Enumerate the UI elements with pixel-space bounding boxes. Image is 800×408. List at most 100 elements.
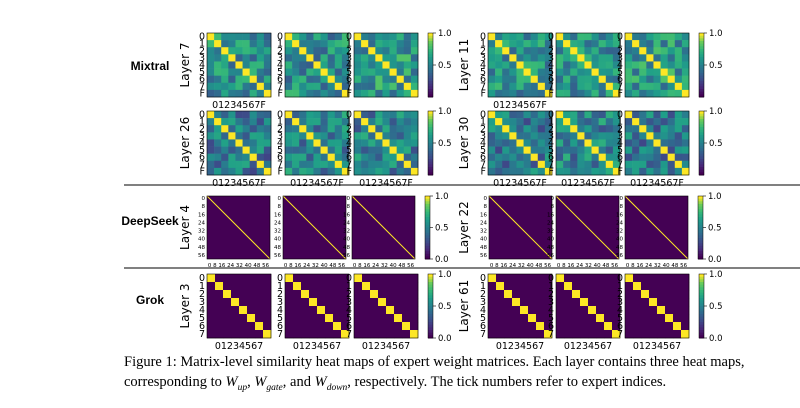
heatmap-cell <box>633 314 642 323</box>
heatmap-cell <box>520 290 529 299</box>
heatmap-cell <box>221 61 229 69</box>
heatmap-cell <box>523 118 531 126</box>
heatmap-cell <box>681 125 690 133</box>
heatmap-cell <box>235 118 243 126</box>
colorbar-swatch <box>425 224 430 228</box>
group-label: Mixtral <box>131 59 170 73</box>
heatmap-cell <box>313 75 321 84</box>
heatmap-cell <box>577 160 585 169</box>
heatmap-cell <box>502 125 510 133</box>
heatmap-cell <box>207 330 216 339</box>
heatmap-cell <box>263 75 272 84</box>
colorbar-swatch <box>699 322 704 326</box>
heatmap-cell <box>299 160 307 169</box>
heatmap-cell <box>646 132 654 140</box>
heatmap-cell <box>646 160 654 169</box>
heatmap-cell <box>386 330 395 339</box>
colorbar-swatch <box>428 169 433 173</box>
y-tick-label: 1 <box>548 39 554 50</box>
heatmap-cell <box>633 306 642 315</box>
heatmap-cell <box>263 330 272 339</box>
heatmap-cell <box>639 160 647 169</box>
heatmap-cell <box>681 298 690 307</box>
heatmap-cell <box>361 89 369 98</box>
heatmap-cell <box>320 118 328 126</box>
heatmap-cell <box>299 139 307 147</box>
heatmap-cell <box>242 125 250 133</box>
heatmap-cell <box>509 89 517 98</box>
heatmap-cell <box>403 153 412 162</box>
y-tick-label: F <box>347 166 352 177</box>
heatmap-cell <box>309 314 318 323</box>
heatmap-cell <box>361 118 369 126</box>
heatmap-cell <box>657 322 666 331</box>
heatmap-cell <box>235 82 243 91</box>
heatmap-cell <box>382 153 390 162</box>
heatmap-cell <box>256 153 265 162</box>
heatmap-cell <box>313 82 321 91</box>
heatmap-cell <box>520 282 529 291</box>
heatmap-cell <box>646 167 654 176</box>
heatmap-cell <box>263 322 272 331</box>
heatmap-cell <box>382 146 390 154</box>
heatmap-cell <box>653 118 661 126</box>
heatmap-cell <box>396 89 405 98</box>
colorbar-swatch <box>428 129 433 133</box>
heatmap-cell <box>570 75 578 84</box>
heatmap-frame <box>624 32 690 98</box>
heatmap-cell <box>320 125 328 133</box>
heatmap-cell <box>660 40 668 48</box>
heatmap-cell <box>509 111 517 119</box>
colorbar-swatch <box>425 227 430 231</box>
heatmap-cell <box>596 314 605 323</box>
heatmap-frame <box>282 195 347 260</box>
y-tick-label: 5 <box>346 313 352 324</box>
heatmap-cell <box>341 118 350 126</box>
heatmap-cell <box>674 89 683 98</box>
colorbar-swatch <box>699 43 704 47</box>
heatmap-cell <box>255 282 264 291</box>
heatmap-cell <box>403 160 412 169</box>
heatmap-cell <box>361 54 369 62</box>
heatmap-cell <box>625 89 633 98</box>
colorbar-swatch <box>428 282 433 286</box>
heatmap-cell <box>632 132 640 140</box>
heatmap-cell <box>247 282 256 291</box>
heatmap-cell <box>673 330 682 339</box>
heatmap-cell <box>394 298 403 307</box>
colorbar: 1.00.5 <box>698 107 723 176</box>
colorbar-swatch <box>699 78 704 82</box>
heatmap-cell <box>528 298 537 307</box>
colorbar-swatch <box>699 292 704 296</box>
heatmap-cell <box>306 160 314 169</box>
colorbar-swatch <box>428 274 433 278</box>
heatmap-cell <box>396 153 405 162</box>
heatmap-cell <box>544 160 553 169</box>
heatmap-frame <box>351 195 416 260</box>
heatmap-cell <box>681 322 690 331</box>
heatmap-cell <box>641 330 650 339</box>
heatmap-cell <box>242 75 250 84</box>
heatmap-cell <box>681 330 690 339</box>
heatmap-cell <box>368 160 376 169</box>
colorbar-swatch <box>428 70 433 74</box>
colorbar-swatch <box>698 196 703 200</box>
y-tick-label: 48 <box>616 245 623 251</box>
heatmap-cell <box>674 153 683 162</box>
heatmap-cell <box>361 75 369 84</box>
heatmap-cell <box>502 132 510 140</box>
heatmap-cell <box>653 167 661 176</box>
heatmap-cell <box>563 118 571 126</box>
heatmap-cell <box>520 322 529 331</box>
colorbar-swatch <box>425 235 430 239</box>
heatmap-cell <box>612 40 621 48</box>
layer-label: Layer 4 <box>178 205 192 250</box>
heatmap-cell <box>667 82 676 91</box>
heatmap-cell <box>612 330 621 339</box>
heatmap-cell <box>570 125 578 133</box>
heatmap-cell <box>231 282 240 291</box>
heatmap-cell <box>235 160 243 169</box>
heatmap-cell <box>361 153 369 162</box>
